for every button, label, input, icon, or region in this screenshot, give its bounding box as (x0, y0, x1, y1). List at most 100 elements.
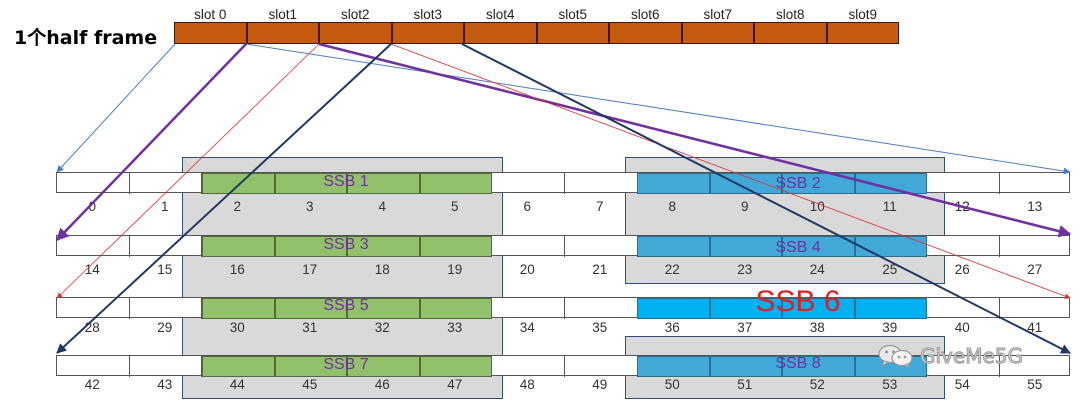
symbol-index: 24 (809, 262, 825, 277)
symbol-index: 53 (882, 377, 898, 392)
ssb-symbol-cell (637, 356, 710, 377)
symbol-index: 29 (157, 320, 173, 335)
symbol-index: 7 (595, 199, 604, 214)
symbol-index: 6 (523, 199, 531, 214)
symbol-row-0 (56, 172, 1070, 194)
symbol-index: 3 (305, 199, 314, 214)
symbol-index: 49 (592, 377, 608, 392)
slot-label: slot9 (848, 7, 878, 22)
slot-label: slot2 (340, 7, 370, 22)
slot-cell (754, 22, 827, 44)
slot-label: slot 0 (194, 7, 227, 22)
arrow-slot1-start (56, 43, 247, 241)
slot-cell (681, 22, 754, 44)
symbol-index: 32 (374, 320, 390, 335)
half-frame-label: 1个half frame (14, 27, 158, 49)
symbol-index: 22 (664, 262, 680, 277)
symbol-index: 1 (160, 199, 169, 214)
symbol-index: 43 (157, 377, 173, 392)
symbol-index: 13 (1027, 199, 1043, 214)
symbol-index: 34 (519, 320, 535, 335)
ssb-label-6: SSB 6 (755, 285, 841, 318)
arrow-slot3-start (56, 43, 392, 354)
symbol-index: 25 (882, 262, 898, 277)
ssb-symbol-cell (274, 356, 347, 377)
symbol-index: 14 (84, 262, 100, 277)
ssb-symbol-cell (419, 236, 492, 257)
symbol-index: 35 (592, 320, 608, 335)
symbol-index: 5 (450, 199, 459, 214)
slot-label: slot7 (703, 7, 733, 22)
arrow-slot3-end (461, 43, 1071, 354)
ssb-symbol-cell (782, 236, 855, 257)
symbol-index: 8 (668, 199, 676, 214)
symbol-index: 51 (737, 377, 753, 392)
symbol-index: 15 (157, 262, 173, 277)
ssb-symbol-cell (709, 236, 782, 257)
slot-label: slot1 (268, 7, 298, 22)
symbol-index: 42 (84, 377, 100, 392)
symbol-index: 17 (302, 262, 318, 277)
slot-label: slot8 (775, 7, 805, 22)
symbol-index: 52 (809, 377, 825, 392)
ssb-symbol-cell (782, 173, 855, 194)
slot-cell (319, 22, 392, 44)
slot-cell (609, 22, 682, 44)
arrow-slot0-start (56, 43, 176, 173)
slot-cell (464, 22, 537, 44)
symbol-index: 0 (88, 199, 96, 214)
watermark-text: GiveMe5G (920, 344, 1024, 369)
symbol-index: 30 (229, 320, 245, 335)
ssb-symbol-cell (637, 298, 710, 319)
symbol-index: 20 (519, 262, 535, 277)
ssb-label-4: SSB 4 (775, 239, 821, 256)
symbol-index: 10 (809, 199, 825, 214)
symbol-row-3 (56, 355, 1070, 377)
slot-label: slot5 (558, 7, 588, 22)
slot-cell (536, 22, 609, 44)
ssb-symbol-cell (274, 173, 347, 194)
ssb-symbol-cell (854, 173, 927, 194)
ssb-symbol-cell (347, 236, 420, 257)
ssb-symbol-cell (637, 173, 710, 194)
symbol-index: 39 (882, 320, 898, 335)
symbol-index: 54 (954, 377, 970, 392)
symbol-index: 31 (302, 320, 318, 335)
ssb-symbol-cell (347, 173, 420, 194)
symbol-index: 27 (1027, 262, 1043, 277)
ssb-symbol-cell (274, 236, 347, 257)
ssb-label-3: SSB 3 (323, 236, 369, 253)
symbol-index: 23 (737, 262, 753, 277)
slot-cell (246, 22, 319, 44)
ssb-symbol-cell (637, 236, 710, 257)
arrow-slot2-start (56, 43, 320, 299)
wechat-icon (878, 344, 913, 369)
symbol-index: 33 (447, 320, 463, 335)
ssb-symbol-cell (274, 298, 347, 319)
ssb-symbol-cell (347, 298, 420, 319)
slot-label: slot4 (485, 7, 515, 22)
ssb-symbol-cell (854, 298, 927, 319)
arrow-slot1-end (318, 42, 1072, 238)
ssb-symbol-cell (202, 298, 275, 319)
ssb-label-2: SSB 2 (775, 175, 821, 192)
ssb-symbol-cell (419, 356, 492, 377)
symbol-index: 11 (882, 199, 897, 214)
symbol-index: 45 (302, 377, 318, 392)
ssb-symbol-cell (419, 298, 492, 319)
symbol-index: 4 (378, 199, 386, 214)
symbol-row-1 (56, 235, 1070, 257)
arrow-slot0-end (245, 43, 1071, 175)
slot-label: slot6 (630, 7, 660, 22)
ssb-symbol-cell (202, 236, 275, 257)
ssb-symbol-cell (419, 173, 492, 194)
symbol-index: 2 (233, 199, 241, 214)
ssb-label-7: SSB 7 (323, 356, 369, 373)
slot-cell (826, 22, 899, 44)
ssb-symbol-cell (709, 298, 782, 319)
slot-cell (174, 22, 247, 44)
symbol-index: 16 (229, 262, 245, 277)
ssb-label-1: SSB 1 (323, 173, 369, 190)
symbol-index: 46 (374, 377, 390, 392)
